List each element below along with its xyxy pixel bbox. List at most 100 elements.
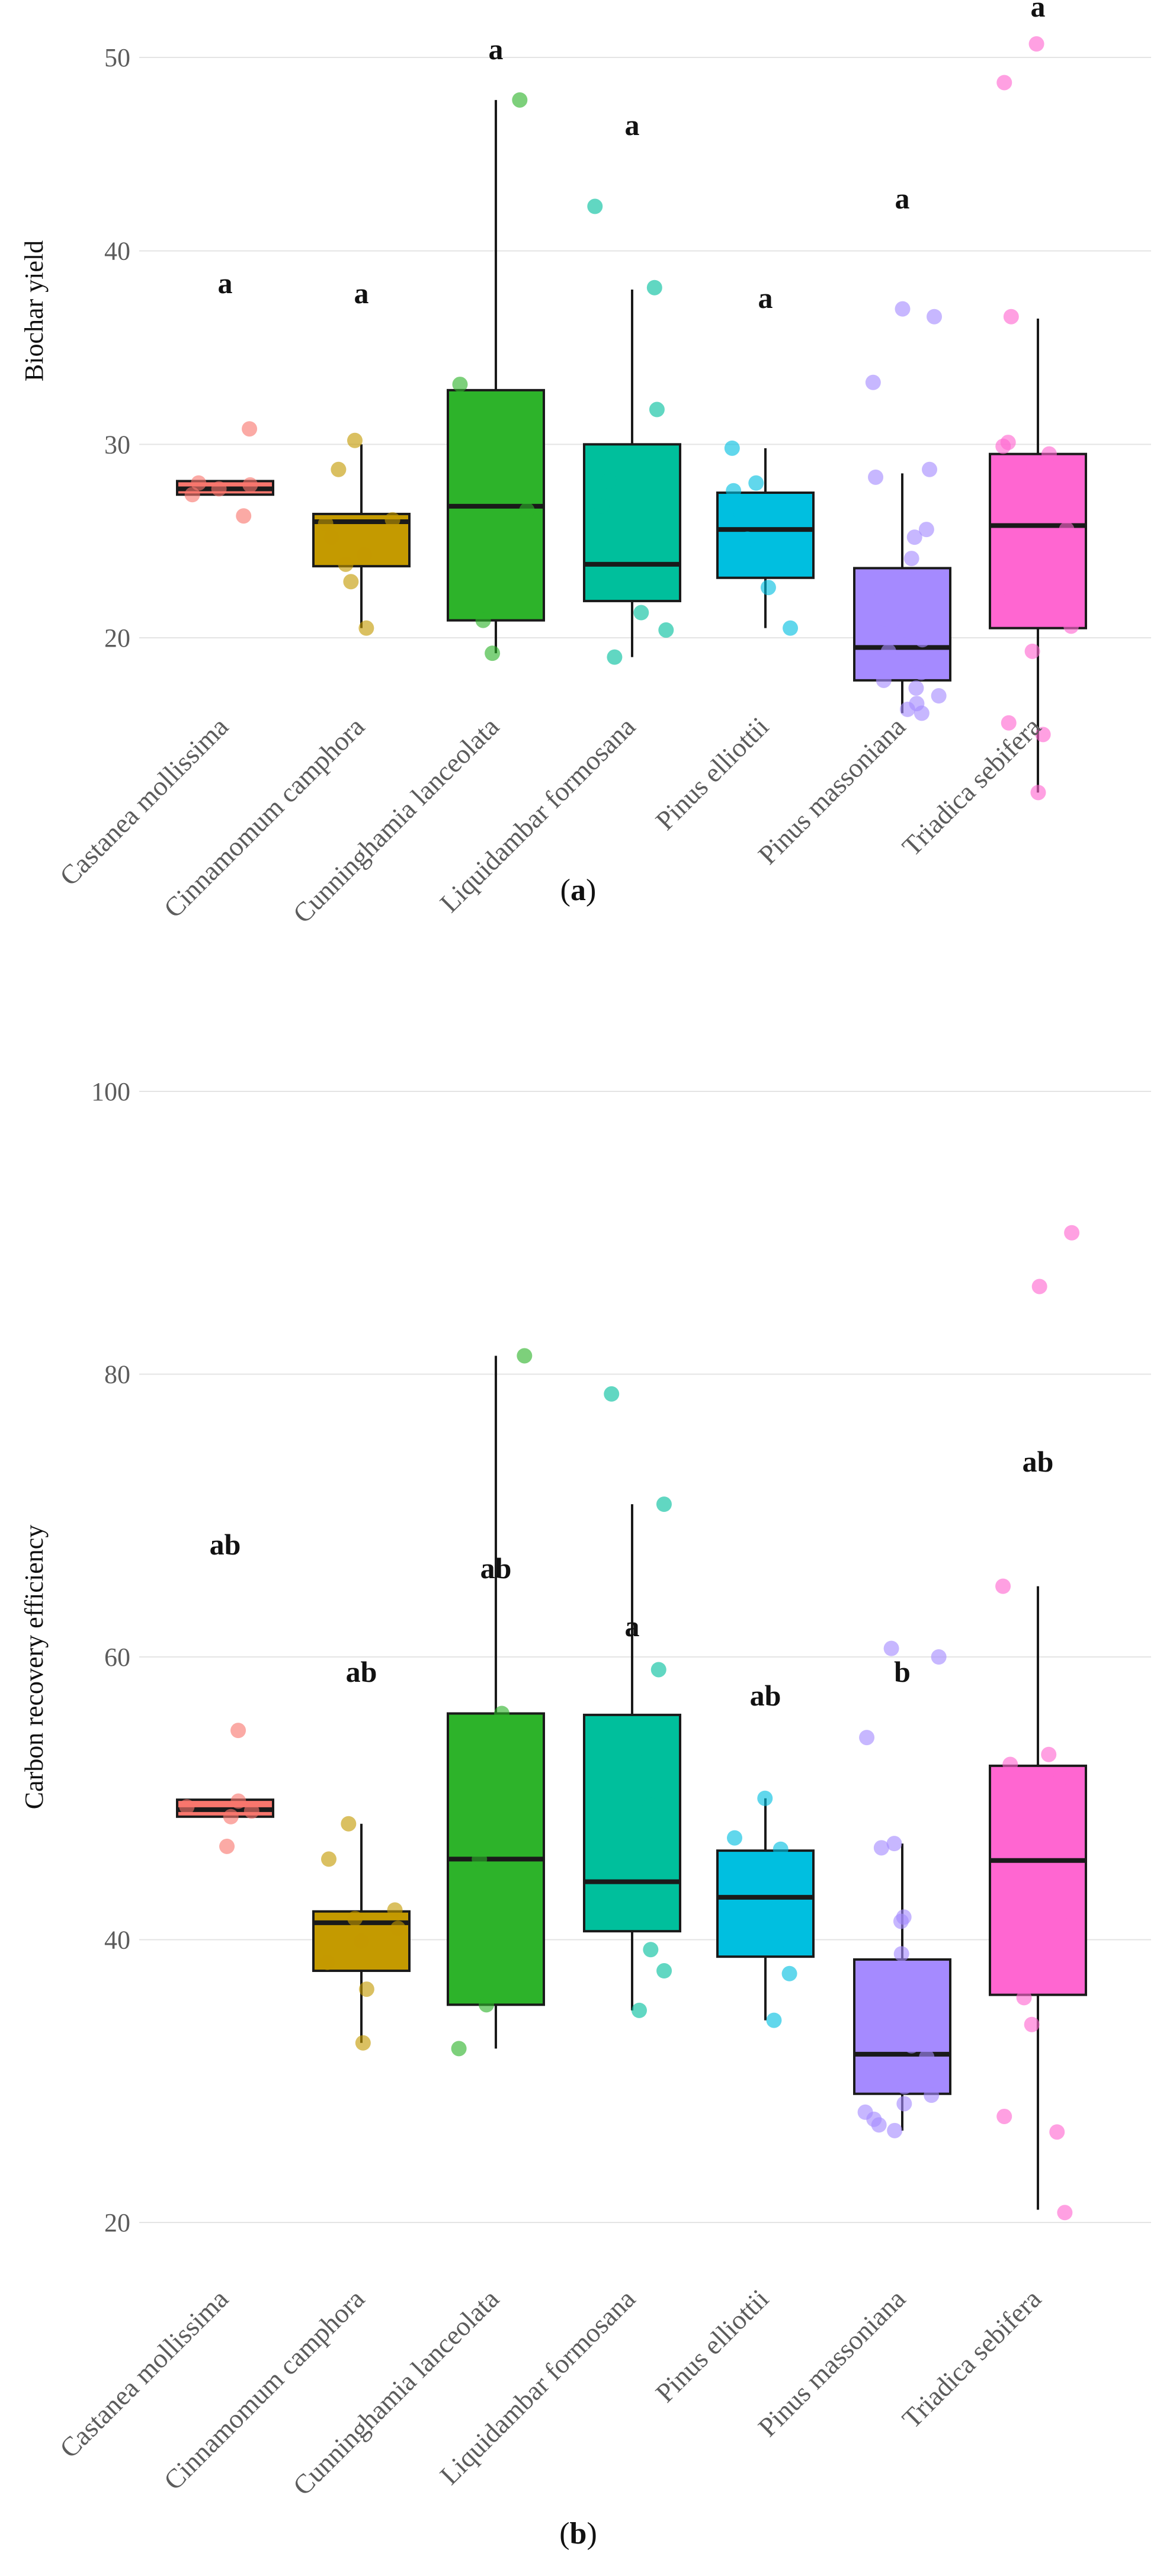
data-point bbox=[1003, 309, 1019, 325]
data-point bbox=[607, 649, 623, 665]
y-tick-label: 30 bbox=[104, 430, 130, 459]
data-point bbox=[485, 645, 501, 661]
data-point bbox=[1000, 435, 1016, 451]
box-group bbox=[312, 432, 411, 636]
data-point bbox=[931, 1649, 947, 1665]
data-point bbox=[656, 1496, 672, 1512]
y-tick-label: 40 bbox=[104, 237, 130, 266]
data-point bbox=[909, 696, 925, 712]
data-point bbox=[475, 612, 491, 628]
data-point bbox=[914, 632, 930, 648]
data-point bbox=[739, 531, 755, 547]
data-point bbox=[927, 309, 943, 325]
data-point bbox=[926, 1963, 942, 1979]
data-point bbox=[338, 556, 354, 572]
data-point bbox=[773, 1841, 789, 1857]
box bbox=[583, 443, 681, 602]
data-point bbox=[331, 461, 347, 477]
significance-letter: a bbox=[758, 281, 773, 314]
panel-caption: (b) bbox=[559, 2517, 597, 2551]
data-point bbox=[347, 432, 363, 448]
data-point bbox=[733, 506, 749, 522]
data-point bbox=[726, 483, 742, 499]
box-group bbox=[176, 1723, 274, 1854]
data-point bbox=[230, 1723, 246, 1739]
data-point bbox=[650, 1662, 666, 1678]
data-point bbox=[358, 620, 374, 636]
data-point bbox=[996, 2108, 1012, 2124]
data-point bbox=[919, 2049, 935, 2065]
significance-letter: ab bbox=[750, 1679, 781, 1712]
y-tick-label: 20 bbox=[104, 624, 130, 653]
data-point bbox=[866, 2069, 882, 2085]
data-point bbox=[594, 498, 610, 514]
box-group bbox=[176, 421, 274, 524]
data-point bbox=[323, 529, 339, 545]
data-point bbox=[896, 1909, 912, 1925]
data-point bbox=[859, 1730, 875, 1746]
data-point bbox=[868, 469, 884, 485]
data-point bbox=[864, 2000, 880, 2016]
data-point bbox=[893, 1946, 909, 1962]
data-point bbox=[643, 1942, 659, 1958]
data-point bbox=[219, 1838, 235, 1854]
data-point bbox=[243, 1803, 259, 1819]
data-point bbox=[347, 1910, 363, 1926]
data-point bbox=[604, 1386, 620, 1402]
data-point bbox=[242, 477, 258, 493]
data-point bbox=[877, 1983, 893, 1999]
data-point bbox=[922, 461, 938, 477]
y-axis-label: Biochar yield bbox=[20, 240, 49, 381]
box-group bbox=[312, 1816, 411, 2051]
data-point bbox=[1012, 1803, 1028, 1819]
data-point bbox=[384, 512, 400, 528]
data-point bbox=[179, 1799, 195, 1815]
data-point bbox=[1063, 618, 1079, 634]
data-point bbox=[1035, 727, 1051, 743]
data-point bbox=[646, 280, 662, 295]
data-point bbox=[1008, 1871, 1024, 1887]
box-group bbox=[716, 1790, 815, 2028]
data-point bbox=[789, 556, 805, 572]
significance-letter: a bbox=[489, 33, 504, 66]
data-point bbox=[494, 1705, 510, 1721]
x-tick-label: Pinus massoniana bbox=[752, 2283, 911, 2442]
data-point bbox=[1049, 2124, 1065, 2140]
data-point bbox=[230, 1793, 246, 1809]
significance-letter: a bbox=[354, 277, 369, 310]
data-point bbox=[995, 1578, 1011, 1594]
data-point bbox=[790, 1871, 806, 1887]
x-tick-label: Triadica sebifera bbox=[896, 2283, 1047, 2434]
data-point bbox=[896, 2079, 912, 2095]
data-point bbox=[876, 672, 892, 688]
box-group bbox=[989, 1225, 1087, 2221]
data-point bbox=[748, 475, 764, 491]
data-point bbox=[887, 2122, 903, 2138]
data-point bbox=[874, 589, 890, 605]
significance-letter: ab bbox=[1023, 1445, 1054, 1478]
significance-letter: ab bbox=[346, 1655, 377, 1688]
data-point bbox=[517, 1348, 533, 1364]
box-group bbox=[989, 36, 1087, 801]
data-point bbox=[768, 1903, 784, 1919]
data-point bbox=[918, 522, 934, 538]
data-point bbox=[321, 1851, 336, 1867]
significance-letter: ab bbox=[210, 1528, 241, 1561]
data-point bbox=[1002, 582, 1018, 598]
data-point bbox=[242, 421, 258, 437]
y-tick-label: 60 bbox=[104, 1643, 130, 1672]
box-group bbox=[583, 1386, 681, 2018]
data-point bbox=[390, 1920, 406, 1936]
data-point bbox=[896, 622, 912, 638]
x-tick-label: Pinus elliottii bbox=[650, 711, 774, 836]
data-point bbox=[726, 1830, 742, 1846]
significance-letter: ab bbox=[480, 1552, 512, 1585]
data-point bbox=[601, 473, 617, 489]
data-point bbox=[757, 1790, 773, 1806]
data-point bbox=[1026, 460, 1042, 476]
data-point bbox=[903, 551, 919, 567]
box bbox=[716, 1849, 815, 1958]
data-point bbox=[908, 680, 924, 696]
